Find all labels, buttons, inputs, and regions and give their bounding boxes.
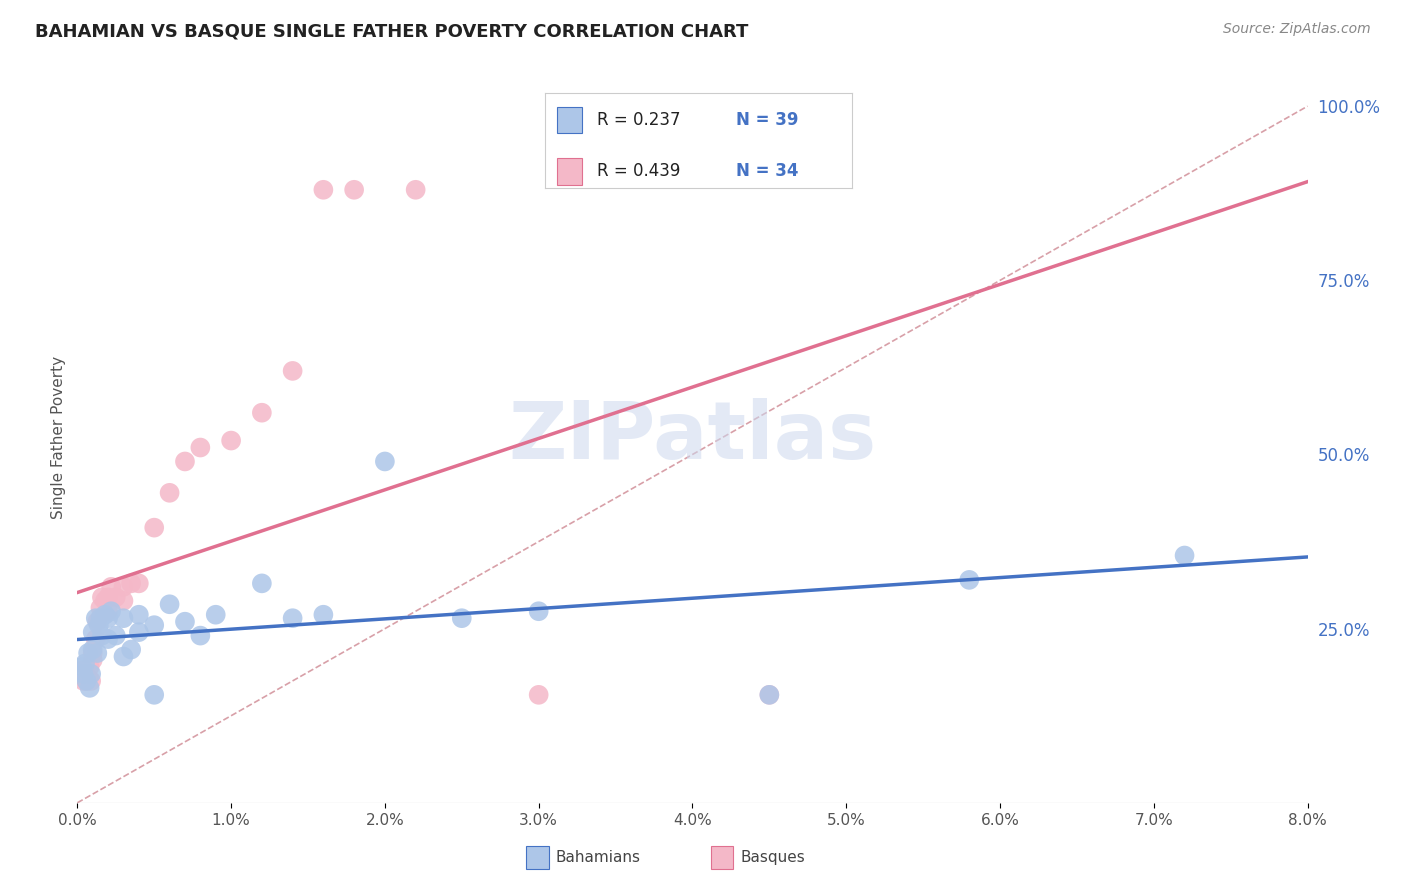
- Point: [120, 642, 142, 657]
- Point: [128, 607, 150, 622]
- Point: [128, 576, 150, 591]
- Point: [73, 667, 96, 681]
- Point: [250, 576, 273, 591]
- Point: [73, 657, 96, 671]
- Point: [100, 604, 122, 618]
- Point: [188, 441, 212, 455]
- Point: [343, 183, 366, 197]
- Point: [174, 454, 197, 468]
- Point: [312, 183, 335, 197]
- Point: [82, 625, 104, 640]
- Point: [84, 632, 107, 646]
- Point: [72, 673, 94, 688]
- Point: [104, 591, 127, 605]
- Text: ZIPatlas: ZIPatlas: [509, 398, 876, 476]
- Point: [76, 673, 98, 688]
- Point: [77, 646, 100, 660]
- Point: [70, 660, 93, 674]
- Point: [77, 670, 100, 684]
- Point: [374, 454, 396, 468]
- Point: [87, 618, 110, 632]
- Point: [143, 618, 166, 632]
- Point: [758, 688, 780, 702]
- Point: [79, 660, 101, 674]
- Point: [527, 604, 550, 618]
- Point: [281, 611, 304, 625]
- Point: [957, 573, 980, 587]
- Point: [1174, 549, 1197, 563]
- Point: [94, 607, 117, 622]
- Point: [86, 615, 108, 629]
- Point: [112, 611, 135, 625]
- Point: [112, 594, 135, 608]
- Text: BAHAMIAN VS BASQUE SINGLE FATHER POVERTY CORRELATION CHART: BAHAMIAN VS BASQUE SINGLE FATHER POVERTY…: [35, 22, 748, 40]
- Point: [90, 629, 114, 643]
- Point: [281, 364, 304, 378]
- Point: [89, 611, 111, 625]
- Point: [312, 607, 335, 622]
- Point: [80, 667, 103, 681]
- Point: [128, 625, 150, 640]
- Point: [450, 611, 472, 625]
- Point: [84, 611, 107, 625]
- Point: [100, 580, 122, 594]
- Point: [94, 594, 117, 608]
- Y-axis label: Single Father Poverty: Single Father Poverty: [51, 356, 66, 518]
- Point: [405, 183, 427, 197]
- Point: [97, 632, 120, 646]
- Point: [219, 434, 242, 448]
- Point: [112, 649, 135, 664]
- Point: [188, 629, 212, 643]
- Point: [204, 607, 226, 622]
- Point: [143, 688, 166, 702]
- Point: [89, 600, 111, 615]
- Point: [97, 611, 120, 625]
- Point: [79, 681, 101, 695]
- Point: [250, 406, 273, 420]
- Point: [82, 653, 104, 667]
- Point: [90, 591, 114, 605]
- Point: [76, 673, 98, 688]
- Text: Source: ZipAtlas.com: Source: ZipAtlas.com: [1223, 22, 1371, 37]
- Point: [70, 664, 93, 678]
- Point: [112, 580, 135, 594]
- Point: [82, 646, 104, 660]
- Point: [527, 688, 550, 702]
- Point: [174, 615, 197, 629]
- Point: [143, 521, 166, 535]
- Point: [97, 591, 120, 605]
- Point: [104, 629, 127, 643]
- Point: [159, 485, 181, 500]
- Point: [120, 576, 142, 591]
- Point: [82, 642, 104, 657]
- Point: [80, 673, 103, 688]
- Point: [159, 597, 181, 611]
- Point: [72, 667, 94, 681]
- Point: [86, 646, 108, 660]
- Point: [758, 688, 780, 702]
- Point: [97, 604, 120, 618]
